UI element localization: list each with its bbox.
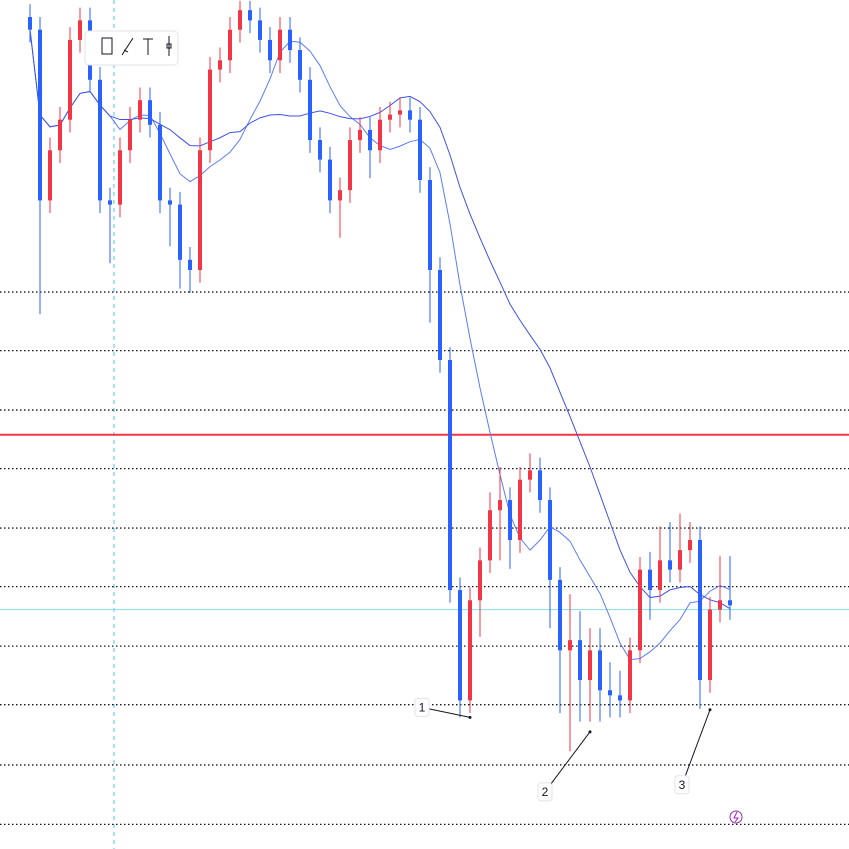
candle-body bbox=[698, 539, 702, 681]
candle-body bbox=[338, 190, 342, 201]
candle-body bbox=[598, 650, 602, 691]
candle-body bbox=[278, 29, 282, 61]
candle-body bbox=[158, 124, 162, 201]
brush-tool[interactable] bbox=[121, 37, 134, 56]
candle-body bbox=[668, 560, 672, 570]
candle-body bbox=[68, 39, 72, 120]
candle-body bbox=[468, 600, 472, 701]
candle-body bbox=[38, 29, 42, 201]
annotation-box bbox=[537, 782, 553, 802]
candle-body bbox=[588, 650, 592, 681]
candle-body bbox=[718, 600, 722, 610]
candle-body bbox=[148, 100, 152, 125]
candle-body bbox=[438, 269, 442, 360]
candle-body bbox=[678, 550, 682, 570]
candle-body bbox=[128, 119, 132, 151]
candle-body bbox=[558, 579, 562, 651]
candle-body bbox=[178, 204, 182, 260]
alert-icon[interactable] bbox=[729, 810, 743, 824]
candle-body bbox=[658, 560, 662, 591]
annotation-point bbox=[708, 708, 712, 712]
annotation-point bbox=[588, 730, 592, 734]
toolbar-panel bbox=[84, 30, 179, 66]
annotation-label: 2 bbox=[542, 785, 549, 799]
annotation-label: 1 bbox=[419, 701, 426, 715]
candle-body bbox=[648, 569, 652, 591]
annotation-box bbox=[674, 775, 690, 795]
candle-body bbox=[328, 159, 332, 201]
annotation-label: 3 bbox=[679, 778, 686, 792]
candle-body bbox=[578, 640, 582, 681]
measure-tool[interactable] bbox=[166, 36, 172, 56]
annotation-leader bbox=[421, 706, 471, 718]
candle-body bbox=[218, 60, 222, 70]
candle-body bbox=[428, 179, 432, 270]
candle-body bbox=[78, 20, 82, 40]
candle-body bbox=[258, 20, 262, 40]
candle-body bbox=[508, 500, 512, 540]
candle-body bbox=[118, 150, 122, 205]
candle-body bbox=[728, 600, 732, 606]
annotation-leader bbox=[544, 731, 591, 793]
candle-body bbox=[488, 510, 492, 561]
candle-body bbox=[568, 640, 572, 651]
candle-body bbox=[548, 500, 552, 580]
candle-body bbox=[358, 129, 362, 141]
candle-body bbox=[58, 119, 62, 151]
candle-body bbox=[168, 200, 172, 205]
candle-body bbox=[618, 695, 622, 701]
candle-body bbox=[388, 114, 392, 120]
annotation-leader bbox=[681, 709, 711, 785]
candle-body bbox=[98, 79, 102, 201]
candle-body bbox=[688, 539, 692, 551]
candle-body bbox=[608, 690, 612, 696]
annotation-point bbox=[468, 715, 472, 719]
rect-tool[interactable] bbox=[101, 37, 113, 55]
candle-body bbox=[268, 39, 272, 61]
candle-body bbox=[518, 479, 522, 540]
candle-body bbox=[458, 590, 462, 701]
candle-body bbox=[378, 119, 382, 151]
candle-body bbox=[348, 140, 352, 191]
candle-body bbox=[318, 140, 322, 160]
candle-body bbox=[628, 650, 632, 701]
annotation-box bbox=[414, 697, 430, 717]
candle-body bbox=[248, 10, 252, 21]
drawing-toolbar bbox=[84, 30, 179, 66]
candle-body bbox=[198, 150, 202, 270]
candle-body bbox=[48, 150, 52, 201]
candle-body bbox=[138, 100, 142, 120]
candle-body bbox=[298, 50, 302, 80]
candle-body bbox=[108, 200, 112, 205]
candle-body bbox=[238, 10, 242, 30]
candle-body bbox=[28, 16, 32, 30]
candle-body bbox=[708, 609, 712, 681]
candle-body bbox=[368, 129, 372, 151]
candle-body bbox=[528, 470, 532, 480]
candle-body bbox=[398, 110, 402, 115]
candle-body bbox=[538, 470, 542, 501]
candle-body bbox=[418, 119, 422, 180]
candle-body bbox=[478, 560, 482, 601]
candle-body bbox=[498, 500, 502, 511]
candle-body bbox=[228, 29, 232, 61]
alert-icon-bolt bbox=[733, 811, 739, 823]
candle-body bbox=[308, 79, 312, 141]
candle-body bbox=[408, 110, 412, 120]
candle-body bbox=[188, 259, 192, 270]
candle-body bbox=[288, 29, 292, 51]
candle-body bbox=[448, 359, 452, 591]
candle-body bbox=[638, 569, 642, 651]
candle-body bbox=[208, 69, 212, 151]
text-tool[interactable] bbox=[143, 38, 153, 55]
